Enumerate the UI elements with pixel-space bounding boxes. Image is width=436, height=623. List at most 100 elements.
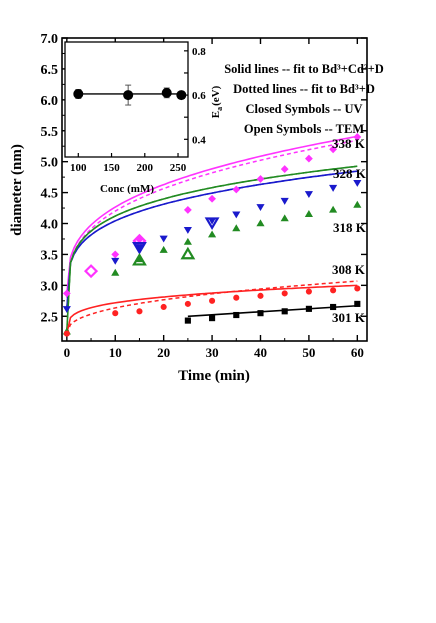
main-axis-ticks: 0 10 20 30 40 50 60 2.5 3.0 3.5 4.0 4.5 5.0 5.5 6.0 6.5… — [41, 32, 367, 360]
uv-point — [329, 184, 338, 192]
tem-point — [204, 217, 220, 230]
uv-point — [354, 285, 361, 292]
x-tick-label: 50 — [302, 345, 315, 360]
main-y-axis-label: diameter (nm) — [9, 144, 25, 236]
legend-line-2: Dotted lines -- fit to Bd³+D — [233, 82, 375, 96]
uv-point — [232, 211, 241, 219]
uv-point — [184, 300, 191, 307]
uv-point — [183, 205, 192, 214]
x-tick-label: 20 — [157, 345, 170, 360]
uv-point — [111, 268, 120, 276]
uv-point — [280, 214, 289, 222]
uv-point — [353, 133, 362, 141]
y-tick-label: 3.5 — [41, 248, 59, 263]
main-plot-frame — [61, 37, 368, 342]
uv-point — [232, 185, 241, 194]
series-label-318: 318 K — [333, 220, 367, 235]
uv-point — [354, 300, 361, 307]
uv-point — [256, 219, 265, 227]
fit-solid-line — [66, 135, 358, 294]
inset-data-points — [73, 84, 187, 106]
fit-dotted-line — [66, 165, 358, 332]
y-tick-label: 5.0 — [41, 156, 59, 171]
uv-point — [112, 310, 119, 317]
main-x-axis-label: Time (min) — [178, 368, 250, 384]
main-fit-lines — [66, 135, 358, 334]
uv-point — [304, 210, 313, 217]
y-tick-label: 6.5 — [41, 63, 59, 78]
uv-point — [208, 194, 216, 203]
x-tick-label: 30 — [206, 345, 219, 360]
legend-line-4: Open Symbols -- TEM — [244, 122, 364, 136]
y-tick-label: 4.5 — [41, 187, 59, 202]
fit-dotted-line — [66, 139, 358, 298]
inset-x-axis-label: Conc (mM) — [100, 183, 154, 195]
uv-point — [256, 175, 265, 183]
uv-point — [111, 257, 120, 265]
legend-line-3: Closed Symbols -- UV — [245, 102, 362, 116]
uv-point — [183, 237, 192, 245]
y-tick-label: 6.0 — [41, 94, 59, 109]
inset-x-tick-label: 200 — [137, 162, 154, 174]
inset-point — [123, 90, 134, 101]
uv-point — [233, 294, 240, 301]
uv-point — [304, 154, 313, 163]
inset-y-tick-label: 0.6 — [192, 90, 206, 102]
series-label-308: 308 K — [332, 262, 366, 277]
tem-point — [132, 242, 147, 255]
uv-point — [329, 145, 338, 154]
fit-solid-line — [187, 304, 358, 318]
tem-point — [180, 246, 196, 260]
inset-x-tick-label: 250 — [170, 162, 187, 174]
inset-axis-ticks: 100 150 200 250 0.4 0.6 0.8 — [70, 46, 206, 174]
uv-point — [330, 287, 337, 294]
uv-point — [63, 330, 70, 337]
uv-point — [208, 230, 217, 238]
inset-point — [73, 88, 84, 99]
fit-dotted-line — [66, 280, 358, 334]
inset-x-tick-label: 150 — [103, 162, 120, 174]
y-tick-label: 5.5 — [41, 125, 59, 140]
uv-point — [184, 317, 191, 324]
series-label-338: 338 K — [332, 136, 366, 151]
uv-point — [256, 204, 265, 212]
inset-point — [176, 90, 187, 101]
uv-point — [232, 224, 241, 232]
inset-y-tick-label: 0.4 — [192, 134, 206, 146]
uv-point — [280, 165, 289, 174]
x-tick-label: 60 — [351, 345, 364, 360]
inset-chart: 100 150 200 250 0.4 0.6 0.8 Conc (mM) Ea(eV) — [64, 41, 224, 195]
x-tick-label: 10 — [109, 345, 122, 360]
uv-point — [183, 226, 192, 234]
tem-point — [132, 252, 147, 266]
y-tick-label: 2.5 — [41, 310, 59, 325]
inset-y-axis-label: Ea(eV) — [210, 85, 224, 118]
uv-point — [304, 191, 313, 199]
uv-point — [305, 288, 312, 295]
legend-line-1: Solid lines -- fit to Bd³+Cd²+D — [224, 62, 384, 76]
main-legend-text: Solid lines -- fit to Bd³+Cd²+D Dotted l… — [224, 62, 384, 136]
uv-point — [160, 303, 167, 311]
uv-point — [209, 315, 216, 322]
uv-point — [353, 200, 362, 208]
uv-point — [257, 292, 264, 299]
x-tick-label: 0 — [64, 345, 71, 360]
inset-x-tick-label: 100 — [70, 162, 87, 174]
uv-point — [281, 308, 288, 315]
uv-point — [257, 310, 264, 317]
x-tick-label: 40 — [254, 345, 267, 360]
uv-point — [159, 235, 168, 243]
uv-point — [330, 303, 337, 311]
y-tick-label: 4.0 — [41, 218, 59, 233]
uv-point — [305, 305, 312, 312]
main-chart: 0 10 20 30 40 50 60 2.5 3.0 3.5 4.0 4.5 5.0 5.5 6.0 6.5… — [9, 32, 384, 384]
series-labels: 338 K 328 K 318 K 308 K 301 K — [332, 136, 367, 325]
uv-point — [280, 197, 289, 205]
uv-point — [135, 244, 144, 252]
uv-point — [62, 306, 71, 314]
main-data-points — [62, 133, 362, 337]
uv-point — [233, 311, 240, 319]
uv-point — [136, 308, 143, 315]
uv-point — [281, 290, 288, 297]
